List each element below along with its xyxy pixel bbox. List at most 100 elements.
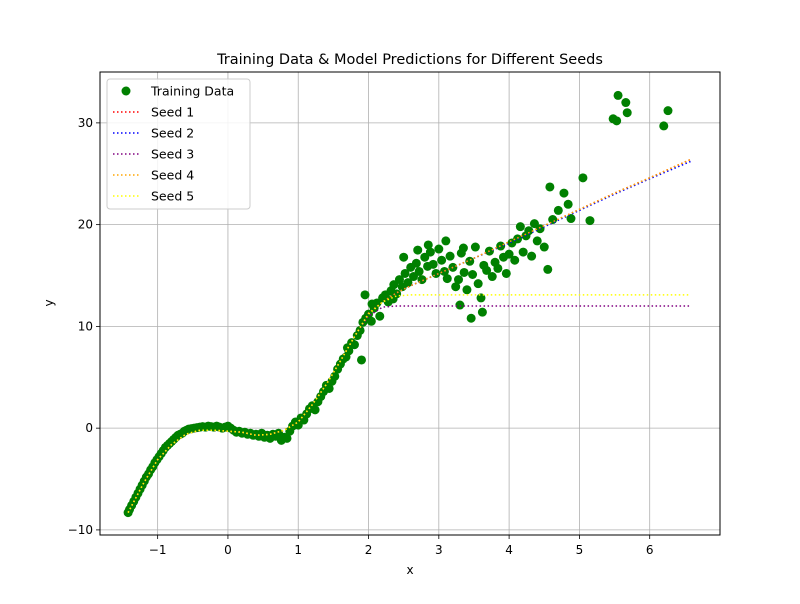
data-point <box>563 199 573 209</box>
data-point <box>394 275 404 285</box>
data-point <box>501 268 511 278</box>
data-point <box>400 268 410 278</box>
seed-5-line <box>127 294 691 513</box>
grid-lines <box>100 72 720 535</box>
data-point <box>613 90 623 100</box>
data-point <box>513 234 523 244</box>
data-point <box>375 311 385 321</box>
data-point <box>468 269 478 279</box>
y-tick-label: 30 <box>78 116 93 130</box>
data-point <box>482 265 492 275</box>
y-tick-label: 10 <box>78 319 93 333</box>
x-tick-label: 0 <box>224 543 232 557</box>
seed-2-line <box>127 160 691 513</box>
x-tick-label: 1 <box>294 543 302 557</box>
plot-area <box>123 90 691 518</box>
data-point <box>403 278 413 288</box>
data-point <box>622 108 632 118</box>
data-point <box>437 255 447 265</box>
data-point <box>493 263 503 273</box>
data-point <box>458 243 468 253</box>
data-point <box>388 294 398 304</box>
data-point <box>445 251 455 261</box>
data-point <box>367 299 377 309</box>
data-point <box>413 245 423 255</box>
data-point <box>414 266 424 276</box>
data-point <box>578 173 588 183</box>
data-point <box>360 290 370 300</box>
data-point <box>510 255 520 265</box>
data-point <box>451 282 461 292</box>
data-point <box>585 216 595 226</box>
x-tick-label: −1 <box>149 543 167 557</box>
data-point <box>425 247 435 257</box>
data-point <box>553 205 563 215</box>
data-point <box>515 222 525 232</box>
legend-label-seed-3: Seed 3 <box>151 147 194 162</box>
data-point <box>441 236 451 246</box>
data-point <box>518 247 528 257</box>
data-point <box>399 252 409 262</box>
legend-box <box>106 78 251 210</box>
data-point <box>366 316 376 326</box>
data-point <box>524 226 534 236</box>
chart-title: Training Data & Model Predictions for Di… <box>216 52 603 68</box>
data-point <box>527 251 537 261</box>
legend-label-seed-2: Seed 2 <box>151 126 194 141</box>
data-point <box>423 240 433 250</box>
seed-4-line <box>127 158 691 513</box>
legend: Training Data Seed 1 Seed 2 Seed 3 Seed 4 See… <box>106 78 251 210</box>
data-point <box>543 264 553 274</box>
legend-label-seed-1: Seed 1 <box>151 105 194 120</box>
data-point <box>466 313 476 323</box>
data-point <box>411 258 421 268</box>
x-axis-label: x <box>406 563 413 577</box>
data-point <box>442 274 452 284</box>
x-tick-label: 4 <box>505 543 513 557</box>
data-point <box>539 242 549 252</box>
data-point <box>476 293 486 303</box>
data-point <box>532 236 542 246</box>
data-point <box>477 307 487 317</box>
data-point <box>356 355 366 365</box>
data-point <box>470 242 480 252</box>
axes-frame <box>99 71 721 536</box>
data-point <box>663 106 673 116</box>
legend-label-seed-4: Seed 4 <box>151 168 194 183</box>
data-point <box>417 275 427 285</box>
data-point <box>355 325 365 335</box>
legend-marker-training-data <box>121 86 131 96</box>
data-point <box>324 383 334 393</box>
data-point <box>473 279 483 289</box>
x-tick-label: 5 <box>576 543 584 557</box>
data-point <box>621 98 631 108</box>
data-point <box>566 214 576 224</box>
data-point <box>459 267 469 277</box>
data-point <box>487 272 497 282</box>
data-point <box>431 268 441 278</box>
data-point <box>559 188 569 198</box>
data-point <box>659 121 669 131</box>
legend-label-seed-5: Seed 5 <box>151 189 194 204</box>
y-tick-label: 0 <box>85 421 93 435</box>
data-point <box>310 405 320 415</box>
y-tick-label: 20 <box>78 218 93 232</box>
x-tick-label: 6 <box>646 543 654 557</box>
x-tick-label: 2 <box>365 543 373 557</box>
data-point <box>454 275 464 285</box>
data-point <box>548 215 558 225</box>
y-tick-label: −10 <box>68 523 93 537</box>
data-point <box>282 433 292 443</box>
data-point <box>465 256 475 266</box>
x-tick-label: 3 <box>435 543 443 557</box>
data-point <box>612 116 622 126</box>
data-point <box>434 244 444 254</box>
data-point <box>439 266 449 276</box>
legend-label-training-data: Training Data <box>150 84 234 99</box>
data-point <box>455 300 465 310</box>
y-axis-label: y <box>42 299 56 306</box>
data-point <box>496 241 506 251</box>
